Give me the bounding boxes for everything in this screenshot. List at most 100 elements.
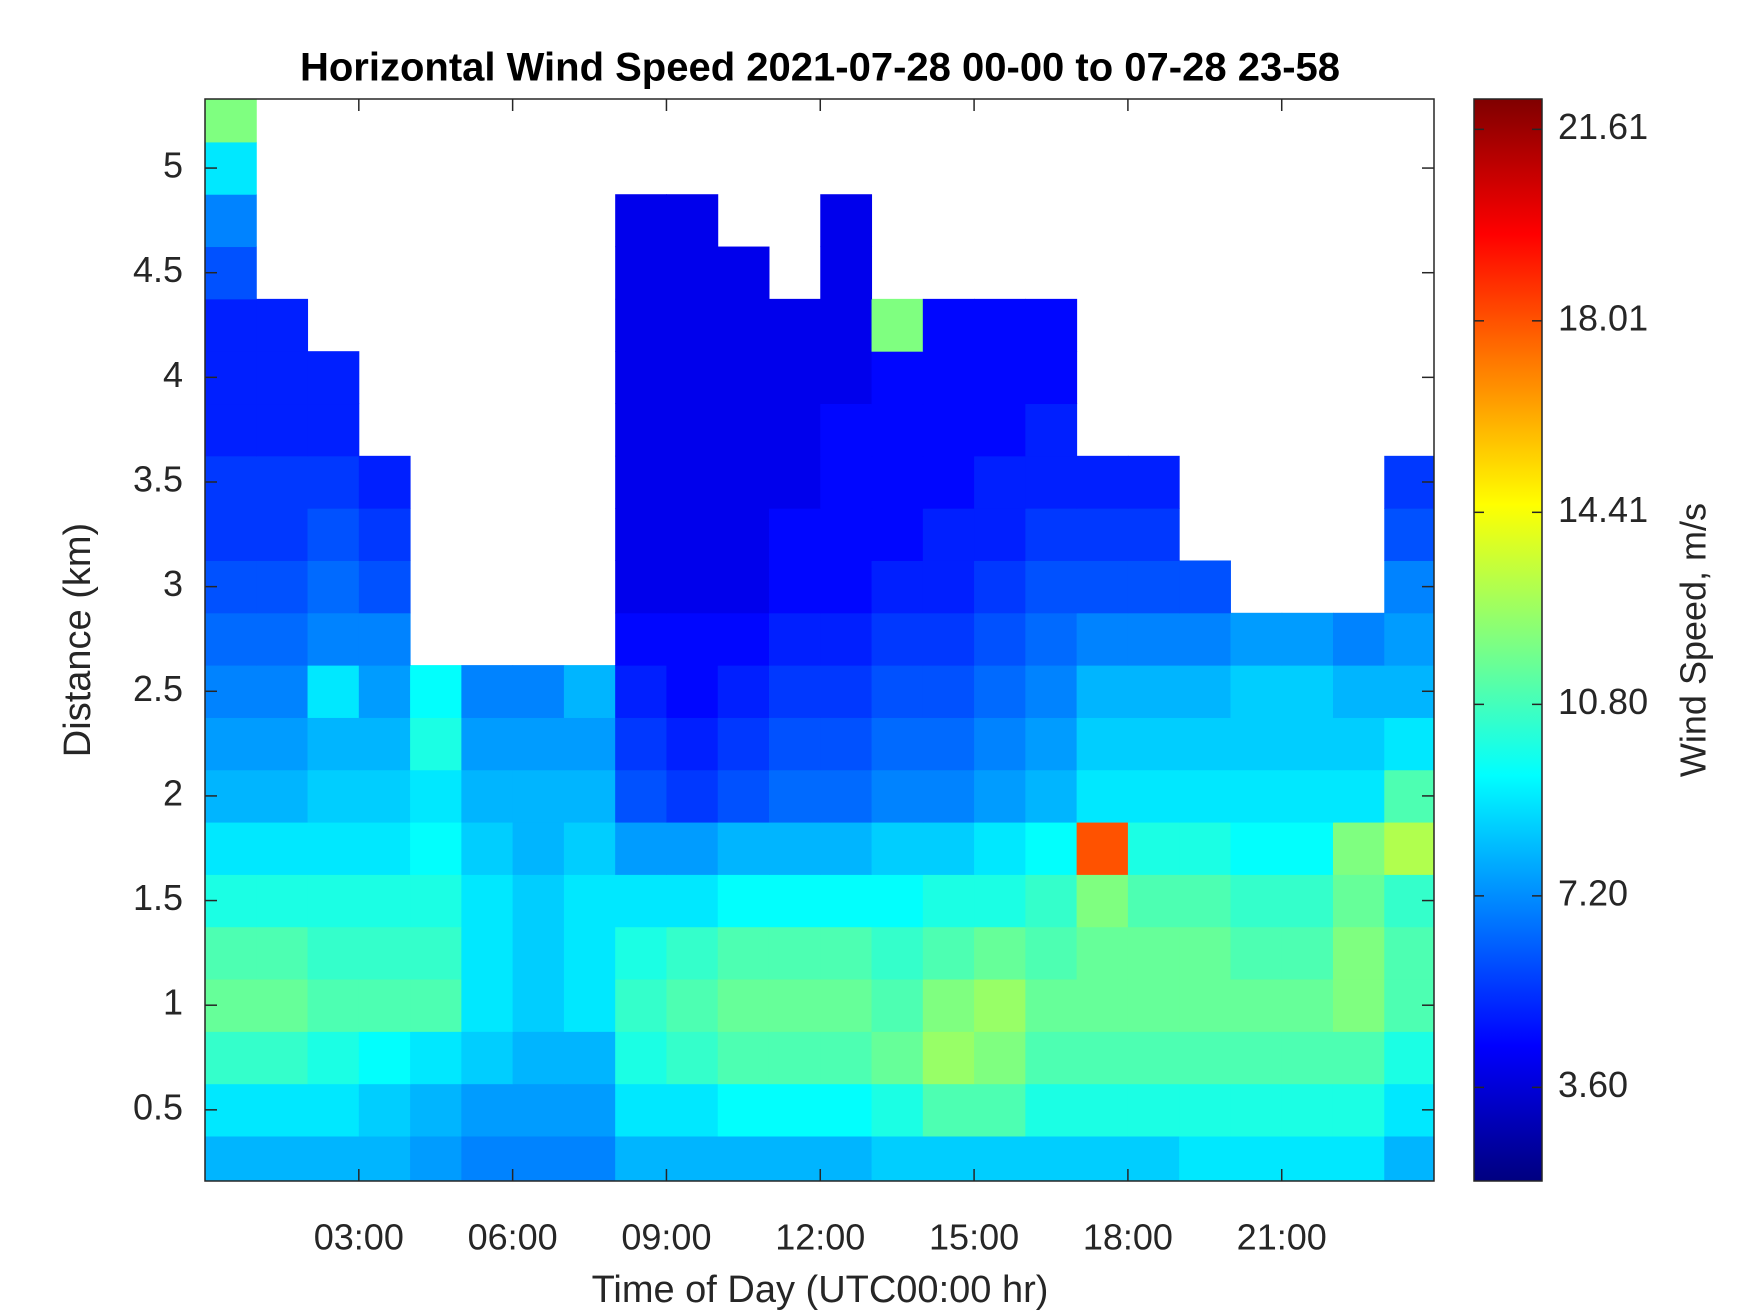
- heatmap-cell: [563, 1136, 616, 1181]
- heatmap-cell: [1230, 822, 1283, 875]
- heatmap-cell: [666, 612, 719, 666]
- heatmap-cell: [615, 508, 667, 561]
- heatmap-cell: [666, 1031, 719, 1085]
- heatmap-cell: [307, 926, 360, 980]
- heatmap-cell: [307, 403, 360, 457]
- heatmap-cell: [563, 874, 616, 928]
- heatmap-cell: [1384, 1031, 1434, 1085]
- heatmap-cell: [1281, 1031, 1334, 1085]
- heatmap-cell: [922, 455, 975, 509]
- heatmap-cell: [820, 612, 873, 666]
- heatmap-cell: [666, 979, 719, 1032]
- heatmap-cell: [922, 298, 975, 352]
- heatmap-cell: [871, 560, 924, 614]
- heatmap-cell: [820, 194, 873, 248]
- heatmap-cell: [871, 822, 924, 875]
- heatmap-cell: [922, 979, 975, 1032]
- heatmap-cell: [871, 1031, 924, 1085]
- heatmap-cell: [461, 665, 514, 718]
- heatmap-cell: [512, 874, 565, 928]
- heatmap-cell: [307, 1136, 360, 1181]
- heatmap-cell: [871, 874, 924, 928]
- heatmap-cell: [1230, 874, 1283, 928]
- heatmap-cell: [256, 455, 309, 509]
- heatmap-cell: [512, 926, 565, 980]
- heatmap-cell: [256, 769, 309, 823]
- y-tick-label: 2.5: [133, 668, 183, 709]
- heatmap-cell: [1025, 612, 1078, 666]
- heatmap-cell: [871, 612, 924, 666]
- heatmap-cell: [922, 874, 975, 928]
- heatmap-cell: [256, 1031, 309, 1085]
- heatmap-cell: [768, 874, 821, 928]
- heatmap-cell: [871, 455, 924, 509]
- heatmap-cell: [1384, 612, 1434, 666]
- heatmap-cell: [820, 717, 873, 771]
- heatmap-cell: [717, 1136, 770, 1181]
- heatmap-cell: [820, 298, 873, 352]
- heatmap-cell: [1076, 979, 1129, 1032]
- heatmap-cell: [922, 926, 975, 980]
- heatmap-cell: [768, 1083, 821, 1137]
- heatmap-cell: [615, 665, 667, 718]
- heatmap-cell: [205, 822, 257, 875]
- heatmap-cell: [358, 455, 411, 509]
- heatmap-cell: [615, 717, 667, 771]
- x-tick-label: 06:00: [468, 1217, 558, 1258]
- heatmap-cell: [1332, 979, 1385, 1032]
- heatmap-cell: [358, 1031, 411, 1085]
- heatmap-cell: [820, 874, 873, 928]
- heatmap-cell: [615, 246, 667, 300]
- heatmap-cell: [615, 194, 667, 248]
- heatmap-cell: [820, 1083, 873, 1137]
- heatmap-cell: [1025, 874, 1078, 928]
- y-tick-label: 5: [163, 145, 183, 186]
- heatmap-cell: [1076, 1136, 1129, 1181]
- heatmap-cell: [563, 1031, 616, 1085]
- heatmap-cell: [1127, 612, 1180, 666]
- heatmap-cell: [922, 1136, 975, 1181]
- heatmap-cell: [1281, 1083, 1334, 1137]
- heatmap-cell: [256, 612, 309, 666]
- heatmap-cell: [666, 822, 719, 875]
- heatmap-cell: [615, 1083, 667, 1137]
- heatmap-cell: [256, 717, 309, 771]
- heatmap-cell: [615, 612, 667, 666]
- heatmap-cell: [1179, 612, 1231, 666]
- heatmap-cell: [1025, 979, 1078, 1032]
- heatmap-cell: [256, 298, 309, 352]
- heatmap-cell: [1332, 874, 1385, 928]
- heatmap-cell: [717, 455, 770, 509]
- heatmap-cell: [205, 1136, 257, 1181]
- colorbar-tick-label: 18.01: [1558, 297, 1648, 338]
- heatmap-cell: [1230, 926, 1283, 980]
- heatmap-cell: [615, 351, 667, 405]
- heatmap-cell: [205, 1031, 257, 1085]
- heatmap-cell: [717, 979, 770, 1032]
- colorbar-tick-label: 14.41: [1558, 489, 1648, 530]
- heatmap-cell: [871, 769, 924, 823]
- heatmap-cell: [1332, 612, 1385, 666]
- heatmap-cell: [1230, 1031, 1283, 1085]
- heatmap-cell: [922, 717, 975, 771]
- heatmap-cell: [1025, 665, 1078, 718]
- heatmap-cell: [563, 1083, 616, 1137]
- heatmap-cell: [1025, 403, 1078, 457]
- heatmap-cell: [768, 612, 821, 666]
- heatmap-cell: [820, 769, 873, 823]
- heatmap-cell: [1127, 717, 1180, 771]
- heatmap-cell: [820, 822, 873, 875]
- heatmap-cell: [1230, 717, 1283, 771]
- heatmap-cell: [563, 769, 616, 823]
- heatmap-cell: [974, 1083, 1026, 1137]
- plot-frame: [204, 98, 1435, 1182]
- heatmap-cell: [512, 979, 565, 1032]
- heatmap-cell: [1230, 1136, 1283, 1181]
- heatmap-cell: [820, 560, 873, 614]
- colorbar-label: Wind Speed, m/s: [1673, 503, 1714, 777]
- heatmap-cell: [871, 926, 924, 980]
- heatmap-cell: [358, 612, 411, 666]
- heatmap-cell: [512, 1031, 565, 1085]
- heatmap-cell: [358, 926, 411, 980]
- heatmap-cell: [768, 351, 821, 405]
